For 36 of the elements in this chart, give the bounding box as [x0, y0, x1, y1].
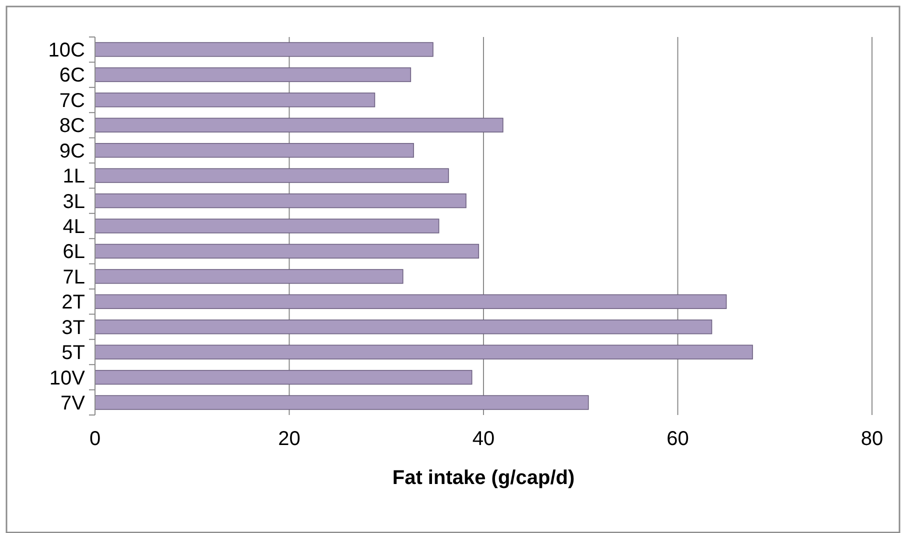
y-tick-label: 5T: [62, 342, 85, 364]
bar: [94, 320, 712, 334]
bar: [94, 370, 472, 385]
bar: [94, 294, 727, 309]
y-tick-label: 7C: [59, 90, 85, 112]
bar: [94, 67, 412, 82]
y-tick-label: 8C: [59, 115, 85, 138]
bar: [94, 92, 376, 108]
bar: [94, 42, 434, 57]
x-tick-label: 0: [89, 428, 101, 450]
x-axis-title: Fat intake (g/cap/d): [392, 467, 575, 489]
y-tick-label: 7L: [62, 266, 85, 288]
x-tick-label: 80: [860, 428, 884, 450]
y-tick-label: 9C: [59, 140, 85, 162]
y-tick-label: 3L: [62, 190, 85, 213]
x-tick-label: 40: [472, 428, 495, 450]
y-tick-label: 7V: [60, 392, 86, 415]
bar: [94, 193, 466, 208]
x-tick-label: 60: [666, 428, 689, 450]
bar: [94, 244, 480, 259]
y-tick-label: 3T: [62, 316, 85, 339]
bar: [94, 118, 504, 132]
bar: [94, 395, 589, 410]
y-tick-label: 6L: [62, 241, 85, 264]
y-tick-label: 10V: [49, 367, 86, 390]
bar: [94, 344, 753, 360]
y-tick-label: 4L: [62, 216, 85, 238]
bar: [94, 143, 414, 158]
x-tick-label: 20: [278, 428, 300, 450]
y-tick-label: 1L: [62, 166, 85, 188]
y-tick-label: 6C: [59, 64, 85, 87]
y-tick-label: 10C: [48, 39, 85, 62]
bar: [94, 218, 440, 234]
bar: [94, 168, 449, 183]
bar: [94, 269, 404, 284]
y-tick-label: 2T: [62, 292, 85, 314]
